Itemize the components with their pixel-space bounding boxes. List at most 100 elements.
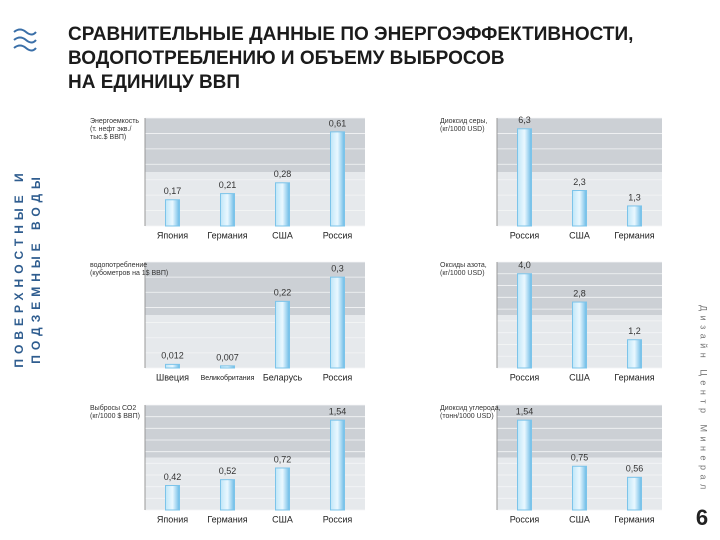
value-label: 0,012 xyxy=(161,351,184,361)
bar xyxy=(572,465,587,511)
x-tick-label: США xyxy=(569,230,590,240)
chart-title: Выбросы СО2 xyxy=(90,404,136,412)
x-tick-label: Германия xyxy=(614,230,654,240)
plot-band-bottom xyxy=(145,457,365,510)
x-tick-label: Япония xyxy=(157,514,188,524)
x-tick-label: США xyxy=(569,514,590,524)
chart-title: Оксиды азота, xyxy=(440,262,487,269)
x-tick-label: США xyxy=(272,230,293,240)
bar xyxy=(275,467,290,511)
credit: Дизайн Центр Минерал xyxy=(699,305,709,494)
value-label: 0,007 xyxy=(216,352,239,362)
value-label: 2,3 xyxy=(573,177,586,187)
value-label: 0,21 xyxy=(219,180,237,190)
value-label: 2,8 xyxy=(573,288,586,298)
x-tick-label: Россия xyxy=(323,514,353,524)
chart-title: (кг/1000 USD) xyxy=(440,270,485,277)
chart-title: (тонн/1000 USD) xyxy=(440,413,494,420)
chart: Выбросы СО2(кг/1000 $ ВВП) 0,42 Япония 0,52… xyxy=(90,404,365,524)
value-label: 0,3 xyxy=(331,264,344,274)
chart: Оксиды азота,(кг/1000 USD) 4,0 Россия 2,8 СШ… xyxy=(440,260,662,382)
bar xyxy=(330,276,345,369)
value-label: 1,2 xyxy=(628,326,641,336)
x-tick-label: США xyxy=(272,514,293,524)
value-label: 4,0 xyxy=(518,260,531,270)
plot-band-bottom xyxy=(145,315,365,368)
bar xyxy=(165,199,180,227)
value-label: 1,54 xyxy=(329,407,347,417)
value-label: 0,72 xyxy=(274,454,292,464)
title-line: НА ЕДИНИЦУ ВВП xyxy=(68,72,240,93)
title-line: ВОДОПОТРЕБЛЕНИЮ И ОБЪЕМУ ВЫБРОСОВ xyxy=(68,48,505,69)
plot-band-top xyxy=(145,262,365,315)
bar xyxy=(165,485,180,511)
chart: Энергоемкость(т. нефт экв./тыс.$ ВВП) 0,1… xyxy=(90,117,365,240)
x-tick-label: Россия xyxy=(323,372,353,382)
sidebar-line: ПОДЗЕМНЫЕ ВОДЫ xyxy=(29,172,43,364)
x-tick-label: США xyxy=(569,372,590,382)
bar xyxy=(220,365,235,369)
bar xyxy=(220,479,235,511)
plot-band-top xyxy=(145,118,365,172)
title-line: СРАВНИТЕЛЬНЫЕ ДАННЫЕ ПО ЭНЕРГОЭФФЕКТИВНО… xyxy=(68,24,633,45)
plot-band-bottom xyxy=(145,172,365,226)
sidebar-line: ПОВЕРХНОСТНЫЕ И xyxy=(12,168,26,367)
bar xyxy=(627,205,642,227)
page-number: 6 xyxy=(696,505,708,530)
chart-title: водопотребление xyxy=(90,261,147,269)
logo xyxy=(13,28,37,52)
chart: водопотребление(кубометров на 1$ ВВП) 0,0… xyxy=(90,261,365,382)
x-tick-label: Россия xyxy=(510,230,540,240)
x-tick-label: Германия xyxy=(207,514,247,524)
x-tick-label: Беларусь xyxy=(263,372,303,382)
x-tick-label: Германия xyxy=(614,372,654,382)
x-tick-label: Швеция xyxy=(156,372,189,382)
value-label: 0,75 xyxy=(571,453,589,463)
bar xyxy=(627,339,642,369)
bar xyxy=(275,182,290,227)
value-label: 0,28 xyxy=(274,169,292,179)
value-label: 0,52 xyxy=(219,466,237,476)
title: СРАВНИТЕЛЬНЫЕ ДАННЫЕ ПО ЭНЕРГОЭФФЕКТИВНО… xyxy=(68,24,633,93)
chart-title: (кубометров на 1$ ВВП) xyxy=(90,269,168,277)
x-tick-label: Россия xyxy=(323,230,353,240)
credit: Дизайн Центр Минерал xyxy=(699,305,709,494)
chart-title: (кг/1000 USD) xyxy=(440,126,485,133)
chart-title: Энергоемкость xyxy=(90,118,139,125)
x-tick-label: Великобритания xyxy=(201,374,255,382)
x-tick-label: Россия xyxy=(510,514,540,524)
value-label: 0,61 xyxy=(329,118,347,128)
bar xyxy=(275,300,290,369)
bar xyxy=(330,419,345,511)
bar xyxy=(572,301,587,369)
bar xyxy=(165,363,180,369)
bar xyxy=(627,476,642,511)
x-tick-label: Германия xyxy=(207,230,247,240)
chart-title: (т. нефт экв./ xyxy=(90,126,131,133)
value-label: 1,3 xyxy=(628,192,641,202)
value-label: 0,22 xyxy=(274,288,292,298)
bar xyxy=(517,128,532,227)
bar xyxy=(517,273,532,369)
sidebar: ПОВЕРХНОСТНЫЕ И ПОДЗЕМНЫЕ ВОДЫ xyxy=(12,168,43,367)
chart: Диоксид серы,(кг/1000 USD) 6,3 Россия 2,3 СШ… xyxy=(440,115,662,240)
chart-title: тыс.$ ВВП) xyxy=(90,134,126,141)
bar xyxy=(572,190,587,227)
chart: Диоксид углерода,(тонн/1000 USD) 1,54 Росс… xyxy=(440,404,662,524)
value-label: 0,56 xyxy=(626,464,644,474)
bar xyxy=(220,193,235,227)
x-tick-label: Россия xyxy=(510,372,540,382)
bar xyxy=(330,131,345,227)
x-tick-label: Япония xyxy=(157,230,188,240)
value-label: 0,42 xyxy=(164,472,182,482)
value-label: 6,3 xyxy=(518,115,531,125)
bar xyxy=(517,419,532,511)
x-tick-label: Германия xyxy=(614,514,654,524)
value-label: 0,17 xyxy=(164,186,182,196)
chart-title: Диоксид углерода, xyxy=(440,405,501,412)
chart-title: Диоксид серы, xyxy=(440,118,487,125)
plot-band-top xyxy=(145,405,365,458)
value-label: 1,54 xyxy=(516,407,534,417)
chart-title: (кг/1000 $ ВВП) xyxy=(90,413,140,420)
